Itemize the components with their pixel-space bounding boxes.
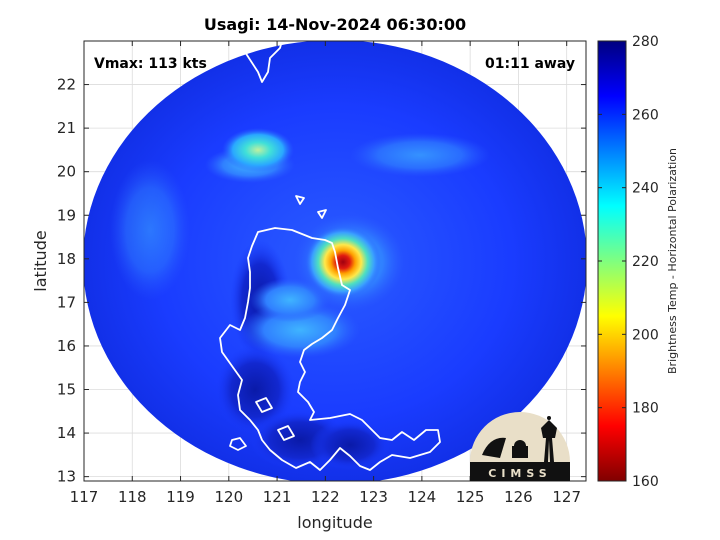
x-tick-label: 117 <box>70 488 99 506</box>
coastlines <box>219 41 441 471</box>
colorbar: 280 260 240 220 200 180 160 Brightness Temp - … <box>597 34 679 490</box>
vmax-label: Vmax: 113 kts <box>94 56 207 72</box>
x-axis-label: longitude <box>297 513 372 532</box>
x-tick-label: 126 <box>504 488 533 506</box>
y-tick-label: 14 <box>57 424 76 442</box>
y-tick-label: 18 <box>57 250 76 268</box>
x-tick-label: 125 <box>456 488 485 506</box>
y-tick-label: 16 <box>57 337 76 355</box>
y-axis-label: latitude <box>31 230 50 291</box>
colorbar-tick-label: 180 <box>632 401 659 417</box>
colorbar-ticks: 280 260 240 220 200 180 160 <box>598 34 659 490</box>
y-tick-label: 21 <box>57 119 76 137</box>
x-tick-label: 122 <box>311 488 340 506</box>
y-tick-label: 19 <box>57 206 76 224</box>
y-tick-label: 17 <box>57 293 76 311</box>
y-tick-label: 13 <box>57 468 76 486</box>
colorbar-tick-label: 260 <box>632 107 659 123</box>
colorbar-tick-label: 200 <box>632 327 659 343</box>
y-axis-ticks: 13 14 15 16 17 18 19 20 21 22 <box>57 76 586 486</box>
colorbar-tick-label: 280 <box>632 34 659 50</box>
y-tick-label: 15 <box>57 381 76 399</box>
island-coastline <box>277 425 295 441</box>
x-tick-label: 123 <box>359 488 388 506</box>
x-tick-label: 127 <box>552 488 581 506</box>
map-axes-frame <box>83 40 587 482</box>
map-title: Usagi: 14-Nov-2024 06:30:00 <box>204 15 466 34</box>
island-coastline <box>255 397 273 413</box>
time-away-label: 01:11 away <box>485 56 575 72</box>
mindoro-coastline <box>229 437 247 451</box>
y-tick-label: 20 <box>57 163 76 181</box>
satellite-dish-icon <box>482 437 506 458</box>
island-coastline <box>317 209 327 219</box>
y-tick-label: 22 <box>57 76 76 94</box>
x-tick-label: 120 <box>214 488 243 506</box>
colorbar-gradient <box>597 40 627 482</box>
cimss-logo: CIMSS <box>470 412 570 481</box>
x-tick-label: 119 <box>166 488 195 506</box>
x-tick-label: 121 <box>263 488 292 506</box>
colorbar-tick-label: 220 <box>632 254 659 270</box>
island-coastline <box>295 195 305 205</box>
colorbar-label: Brightness Temp - Horizontal Polarizatio… <box>666 148 679 374</box>
colorbar-tick-label: 240 <box>632 181 659 197</box>
x-tick-label: 124 <box>408 488 437 506</box>
logo-text: CIMSS <box>488 467 551 480</box>
scan-swath <box>84 41 586 481</box>
colorbar-tick-label: 160 <box>632 474 659 490</box>
x-axis-ticks: 117 118 119 120 121 122 123 124 125 126 127 <box>70 41 581 506</box>
luzon-coastline <box>219 227 441 471</box>
taiwan-coastline <box>231 41 283 83</box>
water-tower-icon <box>541 420 557 462</box>
x-tick-label: 118 <box>118 488 147 506</box>
